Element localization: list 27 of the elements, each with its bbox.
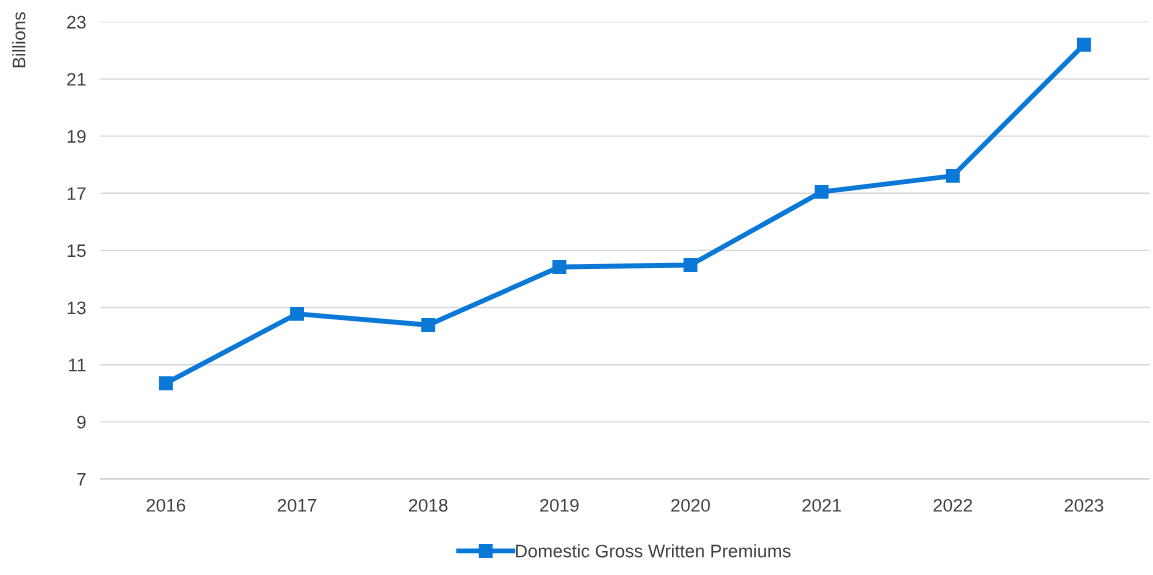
legend-label: Domestic Gross Written Premiums	[516, 544, 791, 558]
x-tick-label: 2021	[802, 498, 841, 512]
x-tick-label: 2020	[671, 498, 710, 512]
y-tick-label: 7	[77, 473, 86, 486]
y-tick-label: 21	[67, 72, 86, 86]
x-tick-label: 2018	[409, 498, 448, 512]
point	[683, 258, 698, 272]
y-tick-label: 11	[69, 358, 86, 372]
x-tick-label: 2019	[540, 498, 579, 512]
point	[290, 306, 304, 321]
y-tick-label: 23	[67, 15, 86, 29]
y-tick-label: 17	[67, 187, 86, 200]
x-tick-label: 2022	[933, 498, 972, 512]
x-tick-label: 2016	[146, 498, 186, 512]
y-tick-label: 9	[77, 415, 86, 429]
y-axis-title: Billions	[12, 12, 26, 68]
point	[814, 184, 829, 199]
point	[552, 260, 567, 274]
point	[945, 168, 960, 183]
x-tick-label: 2017	[277, 498, 317, 512]
y-tick-label: 13	[67, 301, 86, 315]
y-tick-label: 15	[67, 244, 86, 258]
y-tick-label: 19	[67, 130, 86, 143]
point	[1077, 37, 1091, 52]
point	[158, 376, 173, 391]
point	[421, 318, 436, 332]
x-tick-label: 2023	[1064, 498, 1104, 512]
